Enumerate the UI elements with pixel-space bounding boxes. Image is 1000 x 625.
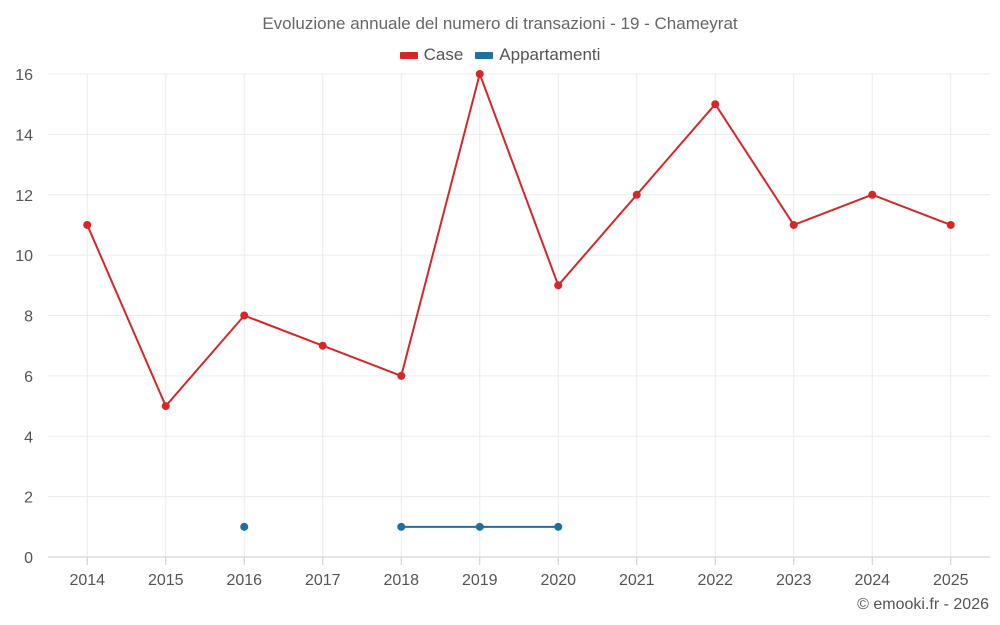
x-tick-label: 2014: [69, 572, 105, 589]
legend-label-appartamenti: Appartamenti: [499, 45, 601, 64]
legend-swatch-case: [399, 51, 418, 59]
data-point-case: [318, 341, 327, 350]
y-tick-label: 14: [15, 127, 33, 144]
y-tick-label: 12: [15, 188, 33, 205]
data-point-appartamenti: [397, 522, 406, 531]
x-tick-label: 2015: [148, 572, 184, 589]
x-tick-label: 2024: [854, 572, 890, 589]
legend-swatch-appartamenti: [475, 51, 494, 59]
x-tick-label: 2025: [933, 572, 969, 589]
legend-item-appartamenti[interactable]: Appartamenti: [475, 45, 600, 65]
data-point-case: [240, 311, 249, 320]
data-point-case: [475, 70, 484, 78]
x-tick-label: 2016: [226, 572, 262, 589]
x-tick-label: 2023: [776, 572, 812, 589]
legend-label-case: Case: [423, 45, 464, 64]
data-point-case: [711, 100, 720, 109]
chart-title: Evoluzione annuale del numero di transaz…: [262, 14, 738, 33]
data-point-case: [161, 402, 170, 411]
y-tick-label: 2: [24, 490, 33, 507]
data-point-case: [868, 190, 877, 199]
y-tick-label: 4: [24, 429, 33, 446]
data-point-appartamenti: [240, 522, 249, 531]
data-point-case: [946, 220, 955, 229]
x-tick-label: 2017: [305, 572, 341, 589]
y-tick-label: 6: [24, 369, 33, 386]
data-point-case: [789, 220, 798, 229]
data-point-appartamenti: [475, 522, 484, 531]
data-point-case: [554, 281, 563, 290]
x-tick-label: 2018: [383, 572, 419, 589]
credit: © emooki.fr - 2026: [857, 596, 989, 613]
data-point-case: [397, 371, 406, 380]
y-tick-label: 16: [15, 67, 33, 84]
x-tick-label: 2020: [540, 572, 576, 589]
legend-item-case[interactable]: Case: [399, 45, 464, 65]
x-tick-label: 2021: [619, 572, 655, 589]
data-point-case: [632, 190, 641, 199]
legend: Case Appartamenti: [0, 45, 1000, 65]
y-tick-label: 8: [24, 309, 33, 326]
data-point-appartamenti: [554, 522, 563, 531]
data-point-case: [83, 220, 92, 229]
x-tick-label: 2022: [697, 572, 733, 589]
series-line-case: [86, 70, 952, 408]
y-tick-label: 0: [24, 550, 33, 567]
y-tick-label: 10: [15, 248, 33, 265]
x-tick-label: 2019: [462, 572, 498, 589]
